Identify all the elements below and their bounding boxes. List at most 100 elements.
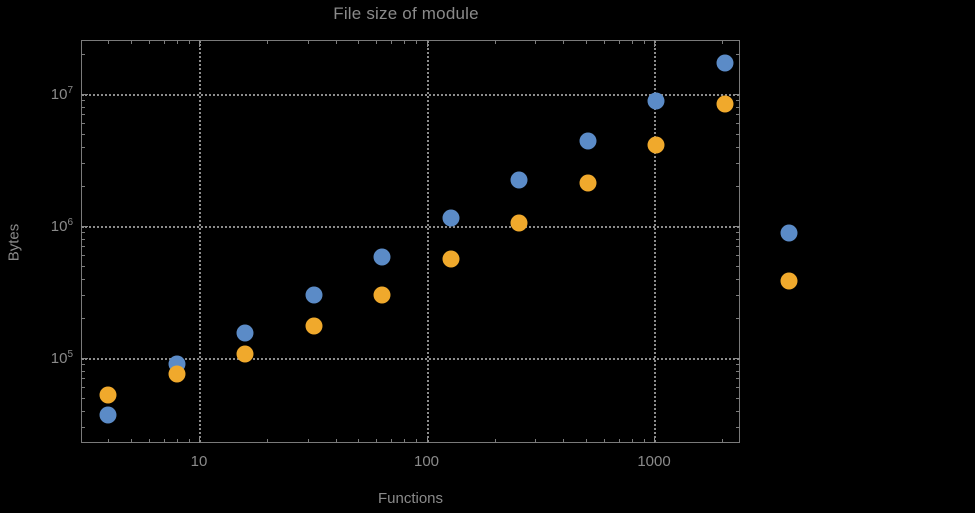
- y-tick-minor: [81, 295, 85, 297]
- y-tick-minor-right: [736, 114, 740, 116]
- data-point-blue-series: [305, 286, 323, 304]
- gridline-vertical: [199, 41, 201, 442]
- y-tick-minor: [81, 364, 85, 366]
- y-tick-minor-right: [736, 54, 740, 56]
- y-tick-minor: [81, 114, 85, 116]
- x-tick-minor-top: [563, 40, 565, 44]
- y-tick-minor: [81, 186, 85, 188]
- plot-frame: [81, 40, 740, 443]
- y-tick-label-exponent: 5: [67, 349, 73, 360]
- y-tick-minor-right: [736, 295, 740, 297]
- y-tick-minor: [81, 427, 85, 429]
- y-tick-major: [81, 358, 88, 359]
- data-point-orange-series: [442, 250, 460, 268]
- y-tick-minor-right: [736, 265, 740, 267]
- y-tick-minor-right: [736, 246, 740, 248]
- x-tick-minor-top: [335, 40, 337, 44]
- y-tick-major: [81, 94, 88, 95]
- x-tick-minor: [416, 439, 418, 443]
- gridline-horizontal: [82, 358, 739, 360]
- x-tick-minor: [176, 439, 178, 443]
- x-tick-minor-top: [148, 40, 150, 44]
- data-point-orange-series: [510, 214, 528, 232]
- x-tick-minor-top: [307, 40, 309, 44]
- y-tick-minor: [81, 133, 85, 135]
- x-tick-major-top: [426, 40, 428, 47]
- data-point-blue-series: [647, 92, 665, 110]
- y-tick-label-mantissa: 10: [50, 218, 68, 235]
- y-tick-minor: [81, 318, 85, 320]
- x-tick-minor: [335, 439, 337, 443]
- y-tick-major: [81, 226, 88, 227]
- x-tick-minor-top: [391, 40, 393, 44]
- x-tick-minor-top: [416, 40, 418, 44]
- x-axis-title: Functions: [377, 490, 444, 507]
- data-point-blue-series: [99, 406, 117, 424]
- y-tick-major-right: [733, 358, 740, 359]
- y-tick-minor-right: [736, 370, 740, 372]
- y-tick-major-right: [733, 94, 740, 95]
- data-point-outside-blue-series: [780, 224, 798, 242]
- y-tick-minor-right: [736, 318, 740, 320]
- data-point-blue-series: [442, 209, 460, 227]
- y-tick-minor-right: [736, 364, 740, 366]
- data-point-blue-series: [236, 324, 254, 342]
- y-tick-label: 105: [19, 349, 73, 367]
- x-tick-minor: [148, 439, 150, 443]
- y-tick-minor-right: [736, 133, 740, 135]
- data-point-orange-series: [99, 386, 117, 404]
- y-tick-minor: [81, 387, 85, 389]
- y-tick-minor-right: [736, 232, 740, 234]
- x-tick-minor-top: [643, 40, 645, 44]
- x-tick-minor: [535, 439, 537, 443]
- data-point-orange-series: [373, 286, 391, 304]
- x-tick-label: 10: [190, 453, 208, 470]
- y-tick-minor: [81, 232, 85, 234]
- gridline-horizontal: [82, 94, 739, 96]
- x-tick-minor: [643, 439, 645, 443]
- x-tick-minor: [404, 439, 406, 443]
- x-tick-minor: [130, 439, 132, 443]
- y-tick-label-exponent: 6: [67, 217, 73, 228]
- x-tick-minor-top: [188, 40, 190, 44]
- y-tick-minor: [81, 397, 85, 399]
- data-point-blue-series: [579, 132, 597, 150]
- x-tick-minor-top: [535, 40, 537, 44]
- x-tick-minor: [618, 439, 620, 443]
- y-tick-minor-right: [736, 427, 740, 429]
- y-tick-major-right: [733, 226, 740, 227]
- x-tick-minor-top: [603, 40, 605, 44]
- x-tick-label: 100: [413, 453, 440, 470]
- x-tick-minor: [563, 439, 565, 443]
- y-tick-minor-right: [736, 238, 740, 240]
- x-tick-minor-top: [358, 40, 360, 44]
- y-tick-minor-right: [736, 106, 740, 108]
- data-point-orange-series: [716, 95, 734, 113]
- y-tick-minor-right: [736, 410, 740, 412]
- x-tick-minor-top: [722, 40, 724, 44]
- y-tick-minor: [81, 246, 85, 248]
- x-tick-minor: [494, 439, 496, 443]
- y-tick-minor-right: [736, 123, 740, 125]
- x-tick-minor: [631, 439, 633, 443]
- data-point-blue-series: [510, 171, 528, 188]
- y-tick-minor: [81, 265, 85, 267]
- x-tick-minor-top: [176, 40, 178, 44]
- data-point-blue-series: [716, 54, 734, 72]
- y-tick-minor: [81, 370, 85, 372]
- y-tick-minor: [81, 255, 85, 257]
- x-tick-major-top: [199, 40, 200, 47]
- x-tick-minor: [603, 439, 605, 443]
- x-tick-major: [199, 436, 200, 443]
- y-tick-minor: [81, 163, 85, 165]
- x-tick-major: [654, 436, 655, 443]
- y-tick-minor-right: [736, 186, 740, 188]
- x-tick-minor-top: [494, 40, 496, 44]
- y-tick-minor-right: [736, 100, 740, 102]
- x-tick-minor-top: [618, 40, 620, 44]
- x-tick-minor-top: [163, 40, 165, 44]
- data-point-orange-series: [579, 174, 597, 192]
- y-tick-minor: [81, 106, 85, 108]
- data-point-orange-series: [305, 317, 323, 335]
